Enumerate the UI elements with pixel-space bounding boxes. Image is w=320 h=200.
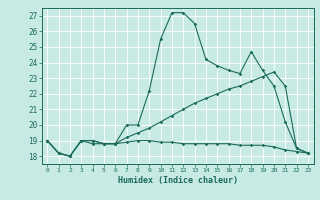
X-axis label: Humidex (Indice chaleur): Humidex (Indice chaleur)	[118, 176, 237, 185]
